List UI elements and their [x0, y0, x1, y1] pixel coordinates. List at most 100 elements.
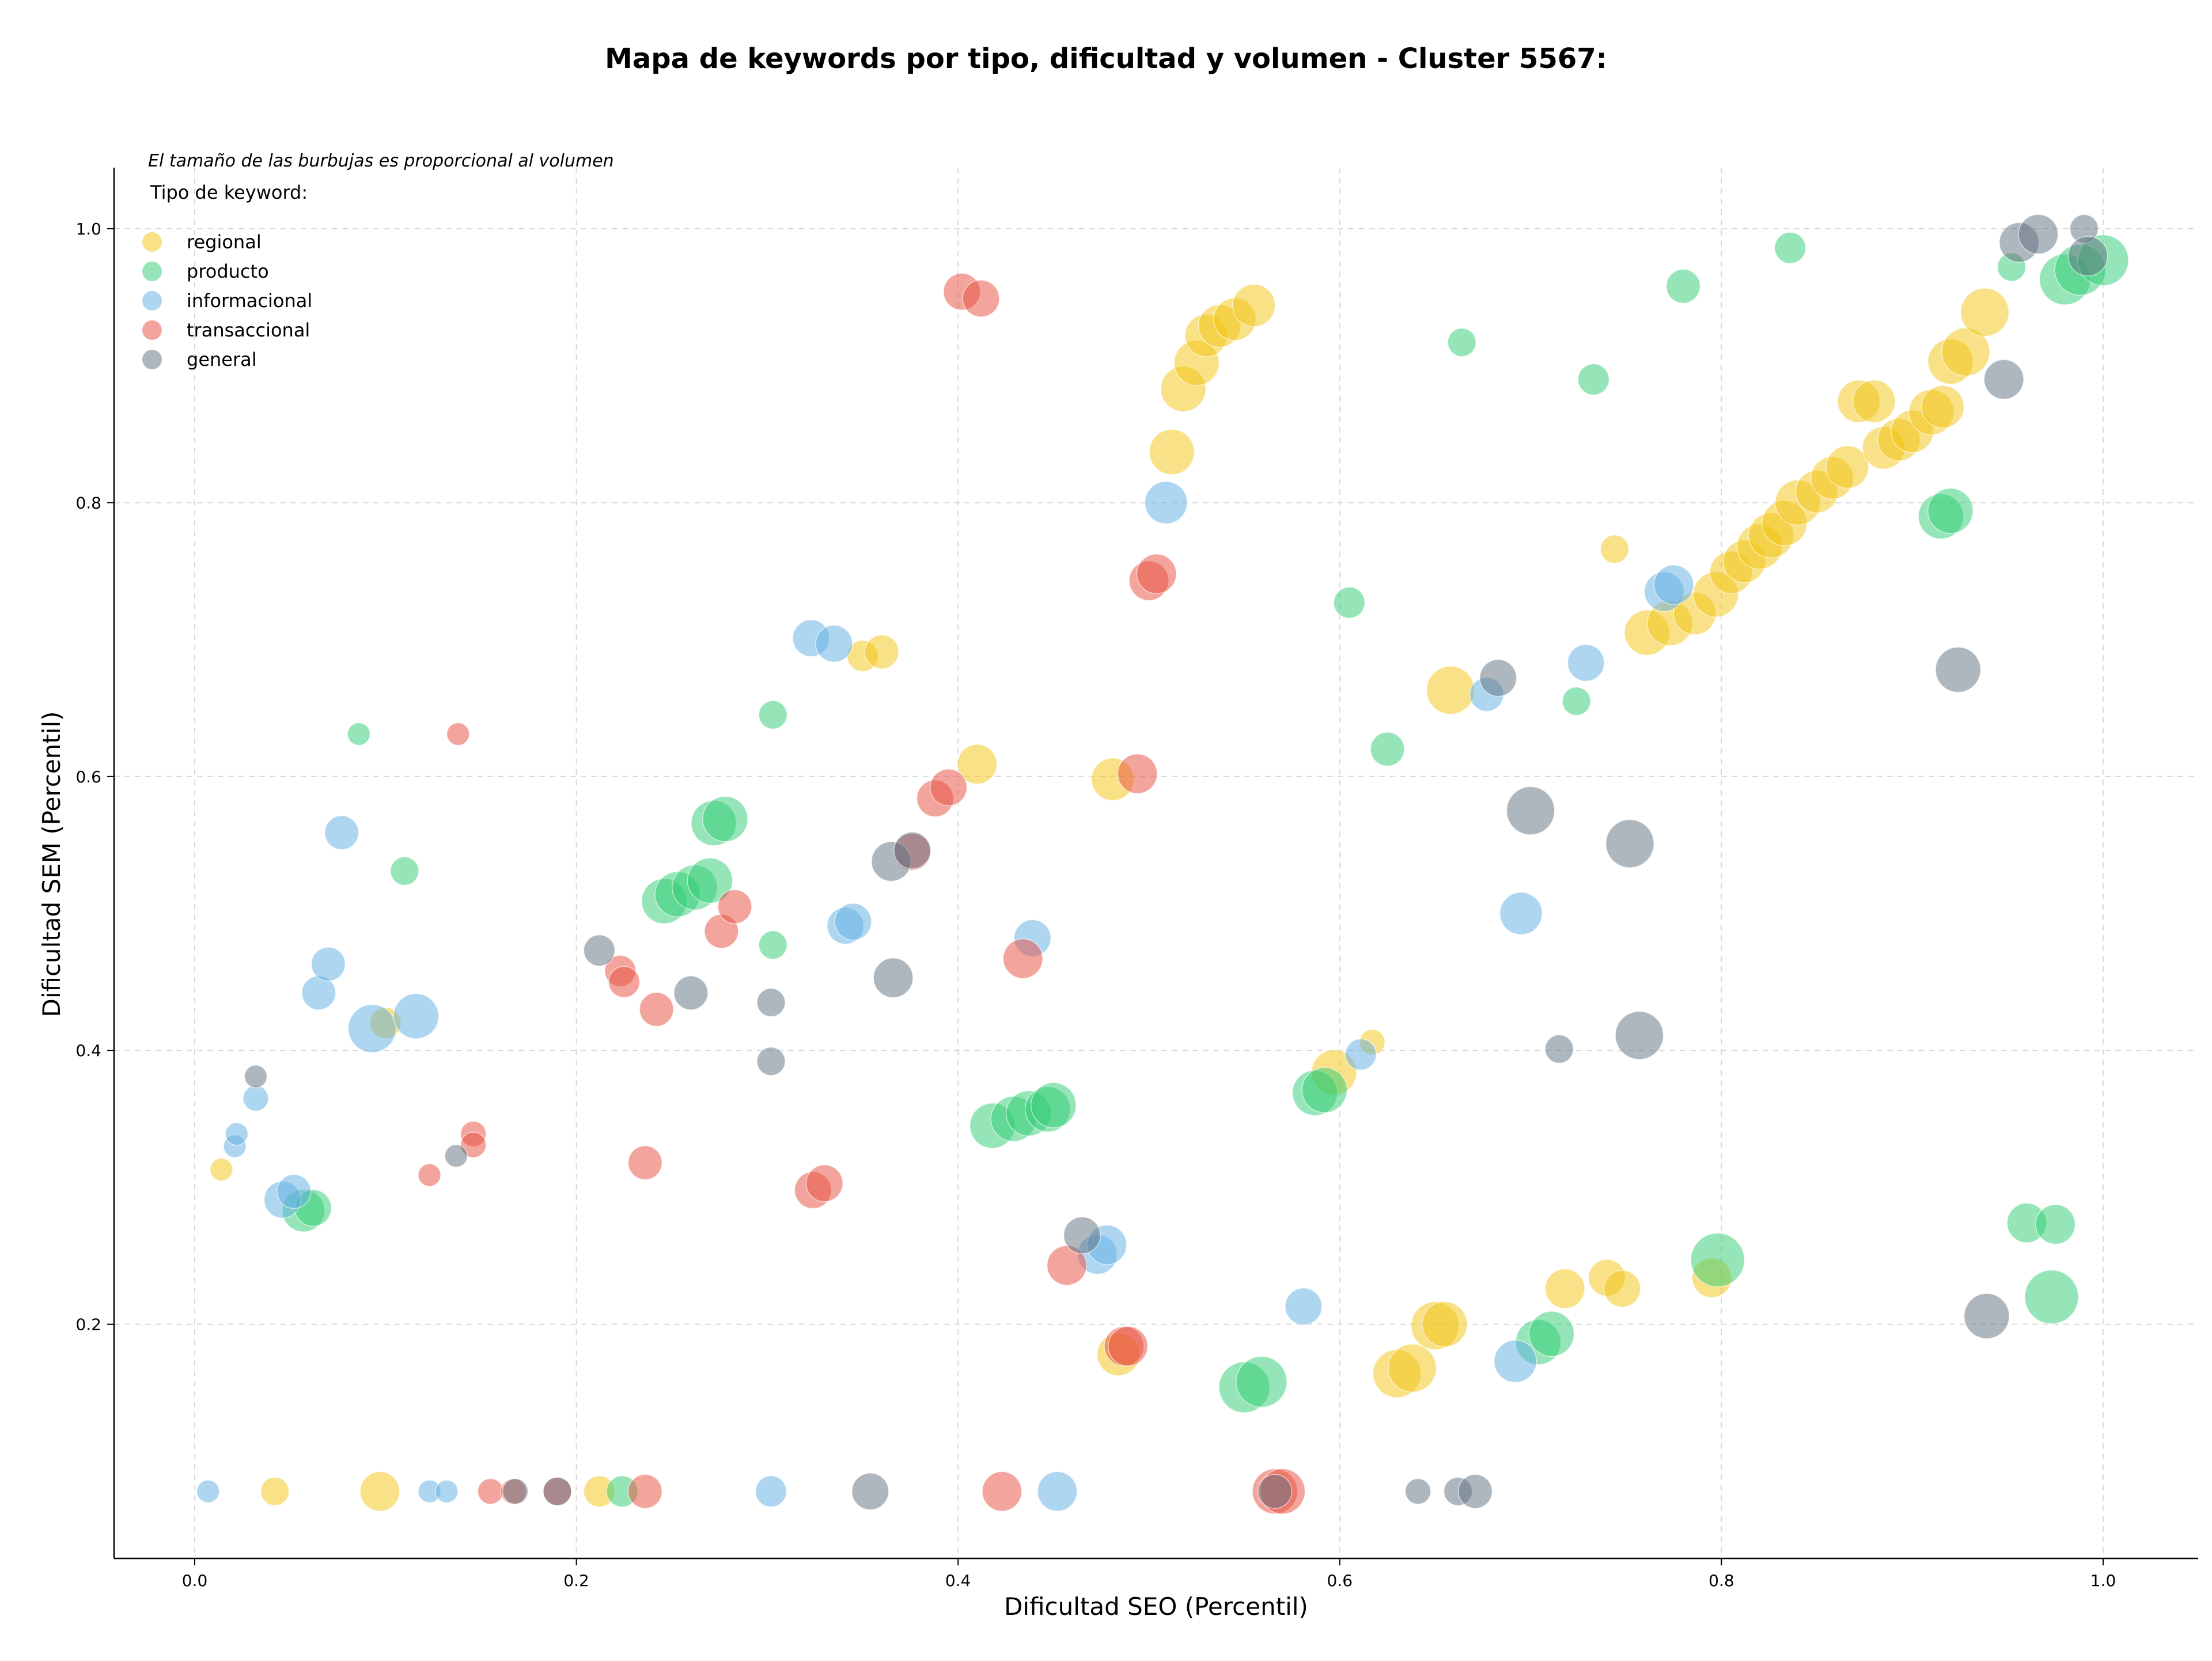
bubble-informacional — [225, 1122, 249, 1146]
bubble-producto — [1301, 1067, 1348, 1114]
legend-swatch — [142, 291, 162, 311]
bubble-producto — [758, 930, 788, 960]
bubble-regional — [210, 1157, 233, 1182]
legend-label: regional — [187, 231, 262, 253]
bubble-informacional — [834, 903, 872, 941]
bubble-informacional — [310, 947, 346, 982]
bubble-regional — [359, 1471, 400, 1512]
y-tick-label: 0.4 — [75, 1041, 101, 1060]
bubble-transaccional — [418, 1163, 441, 1187]
legend-swatch — [142, 320, 162, 340]
bubble-informacional — [1037, 1471, 1078, 1512]
series-producto — [282, 232, 2129, 1508]
legend-label: transaccional — [187, 319, 310, 341]
bubble-producto — [1690, 1232, 1745, 1288]
bubble-general — [1605, 819, 1654, 868]
bubble-general — [1615, 1011, 1664, 1060]
bubble-informacional — [1499, 891, 1543, 936]
bubble-general — [2067, 236, 2108, 277]
bubble-producto — [1333, 587, 1366, 619]
legend-label: general — [187, 349, 257, 370]
bubble-transaccional — [627, 1474, 663, 1509]
bubble-transaccional — [639, 992, 674, 1027]
bubble-regional — [1960, 287, 2010, 337]
series-general — [244, 214, 2108, 1511]
bubble-producto — [1030, 1082, 1077, 1129]
bubble-informacional — [324, 815, 359, 850]
x-axis-ticks: 0.0 0.2 0.4 0.6 0.8 1.0 — [182, 1558, 2116, 1590]
bubble-general — [756, 1046, 786, 1076]
legend-swatch — [142, 350, 162, 369]
bubble-regional — [1544, 1268, 1585, 1309]
bubble-producto — [1774, 232, 1806, 264]
bubble-general — [1479, 659, 1517, 697]
bubble-layer — [196, 214, 2129, 1515]
bubble-general — [873, 958, 914, 998]
y-tick-label: 1.0 — [75, 220, 101, 239]
bubble-transaccional — [1002, 938, 1043, 979]
legend-label: informacional — [187, 290, 312, 312]
bubble-general — [2018, 214, 2059, 255]
bubble-producto — [2024, 1269, 2079, 1325]
bubble-regional — [1149, 429, 1195, 475]
bubble-transaccional — [446, 722, 470, 746]
bubble-producto — [702, 796, 748, 842]
bubble-producto — [390, 856, 419, 886]
y-tick-label: 0.8 — [75, 493, 101, 512]
legend-swatch — [142, 262, 162, 281]
bubble-producto — [1236, 1356, 1287, 1408]
bubble-transaccional — [477, 1478, 504, 1505]
bubble-producto — [1577, 363, 1610, 396]
bubble-producto — [687, 857, 733, 904]
x-tick-label: 0.4 — [945, 1571, 971, 1590]
bubble-transaccional — [982, 1471, 1022, 1512]
bubble-general — [1935, 646, 1982, 693]
bubble-transaccional — [1117, 753, 1158, 794]
bubble-transaccional — [1136, 553, 1177, 595]
x-tick-label: 0.2 — [563, 1571, 589, 1590]
bubble-transaccional — [717, 889, 752, 924]
x-tick-label: 0.0 — [182, 1571, 208, 1590]
bubble-general — [244, 1065, 268, 1088]
bubble-regional — [1600, 534, 1630, 564]
x-tick-label: 0.6 — [1327, 1571, 1353, 1590]
bubble-regional — [1825, 445, 1869, 489]
bubble-transaccional — [962, 279, 1000, 317]
bubble-general — [1544, 1034, 1574, 1064]
chart-title: Mapa de keywords por tipo, dificultad y … — [605, 43, 1607, 75]
bubble-informacional — [276, 1174, 312, 1209]
bubble-producto — [1447, 328, 1477, 357]
bubble-transaccional — [608, 966, 641, 998]
x-axis-title: Dificultad SEO (Percentil) — [1004, 1592, 1308, 1621]
bubble-general — [543, 1477, 572, 1506]
bubble-regional — [1388, 1344, 1437, 1393]
bubble-informacional — [1144, 480, 1188, 524]
bubble-general — [1457, 1474, 1493, 1509]
y-axis-title: Dificultad SEM (Percentil) — [37, 712, 66, 1017]
bubble-informacional — [434, 1480, 459, 1503]
y-tick-label: 0.6 — [75, 767, 101, 786]
bubble-transaccional — [805, 1164, 843, 1202]
legend-item-producto: producto — [142, 260, 269, 282]
bubble-regional — [260, 1477, 290, 1506]
bubble-producto — [1370, 732, 1405, 767]
bubble-transaccional — [1108, 1326, 1149, 1367]
y-axis-ticks: 0.2 0.4 0.6 0.8 1.0 — [75, 220, 114, 1334]
series-transaccional — [418, 273, 1306, 1515]
legend-title: Tipo de keyword: — [150, 181, 308, 203]
legend-item-transaccional: transaccional — [142, 319, 310, 341]
y-tick-label: 0.2 — [75, 1315, 101, 1334]
legend-item-general: general — [142, 349, 257, 370]
bubble-general — [502, 1478, 529, 1505]
grid-lines — [114, 168, 2198, 1558]
bubble-producto — [1665, 268, 1701, 304]
bubble-producto — [1927, 487, 1974, 534]
bubble-regional — [1852, 379, 1896, 423]
bubble-regional — [864, 634, 899, 669]
legend-label: producto — [187, 260, 269, 282]
bubble-regional — [957, 744, 998, 785]
bubble-transaccional — [460, 1132, 487, 1159]
bubble-regional — [1426, 665, 1475, 715]
